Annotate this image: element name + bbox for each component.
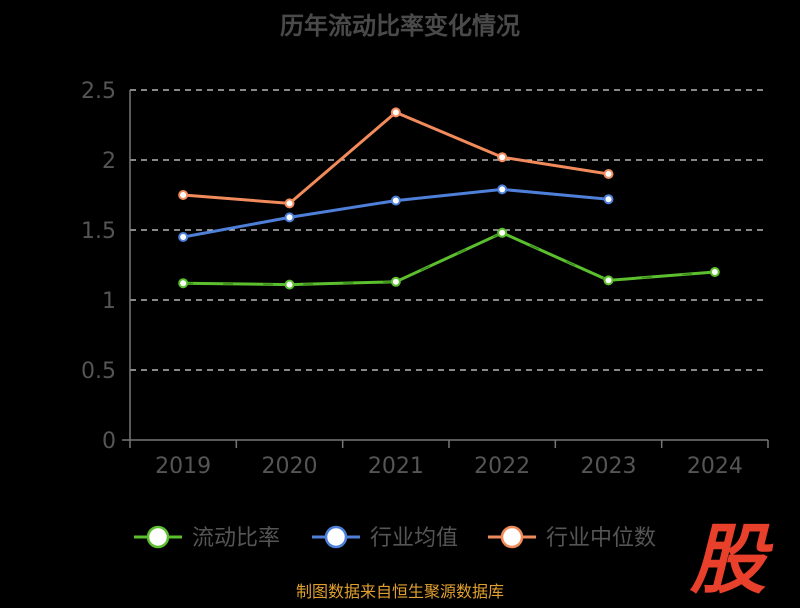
y-tick-label: 1.5 xyxy=(81,219,116,244)
data-point xyxy=(603,169,614,179)
legend-marker xyxy=(500,525,524,549)
axes: 0 0.5 1 1.5 2 2.5 2019 2020 2021 2022 2023 2024 xyxy=(81,79,769,479)
x-tick-label: 2019 xyxy=(155,454,211,479)
brand-logo: 股 xyxy=(690,515,766,604)
x-tick-label: 2023 xyxy=(581,454,637,479)
series-line-dash xyxy=(183,231,715,286)
series-2 xyxy=(178,107,614,209)
source-note: 制图数据来自恒生聚源数据库 xyxy=(295,582,504,601)
y-tick-label: 0.5 xyxy=(81,359,116,384)
data-point xyxy=(497,227,508,238)
series-line xyxy=(183,110,609,205)
data-point xyxy=(178,278,189,289)
data-point xyxy=(178,232,189,242)
data-point xyxy=(709,267,720,277)
data-point xyxy=(284,212,295,223)
legend-item-0[interactable]: 流动比率 xyxy=(134,525,280,551)
series-line xyxy=(183,231,715,287)
legend-marker xyxy=(146,525,170,549)
series-0 xyxy=(178,227,720,290)
legend[interactable]: 流动比率 行业均值 行业中位数 xyxy=(134,525,656,551)
x-tick-label: 2021 xyxy=(368,454,424,479)
data-point xyxy=(390,276,401,287)
data-point xyxy=(390,195,401,206)
legend-marker xyxy=(324,525,348,549)
data-point xyxy=(178,190,189,200)
series-layer xyxy=(178,107,720,290)
data-point xyxy=(390,107,401,118)
legend-label: 行业中位数 xyxy=(546,526,656,551)
series-1 xyxy=(178,184,614,242)
data-point xyxy=(497,184,508,195)
y-tick-label: 1 xyxy=(102,289,116,314)
legend-item-2[interactable]: 行业中位数 xyxy=(488,525,656,551)
grid-lines xyxy=(130,89,768,371)
y-tick-label: 2.5 xyxy=(81,79,116,104)
data-point xyxy=(603,275,614,286)
x-tick-label: 2020 xyxy=(262,454,318,479)
x-tick-label: 2024 xyxy=(687,454,743,479)
data-point xyxy=(603,194,614,205)
legend-label: 流动比率 xyxy=(192,526,280,551)
legend-item-1[interactable]: 行业均值 xyxy=(312,525,458,551)
data-point xyxy=(284,279,295,290)
data-point xyxy=(497,152,508,163)
x-tick-label: 2022 xyxy=(474,454,530,479)
data-point xyxy=(284,198,295,209)
chart-title: 历年流动比率变化情况 xyxy=(280,12,520,40)
legend-label: 行业均值 xyxy=(370,526,458,551)
y-tick-label: 2 xyxy=(102,149,116,174)
y-tick-label: 0 xyxy=(102,429,116,454)
